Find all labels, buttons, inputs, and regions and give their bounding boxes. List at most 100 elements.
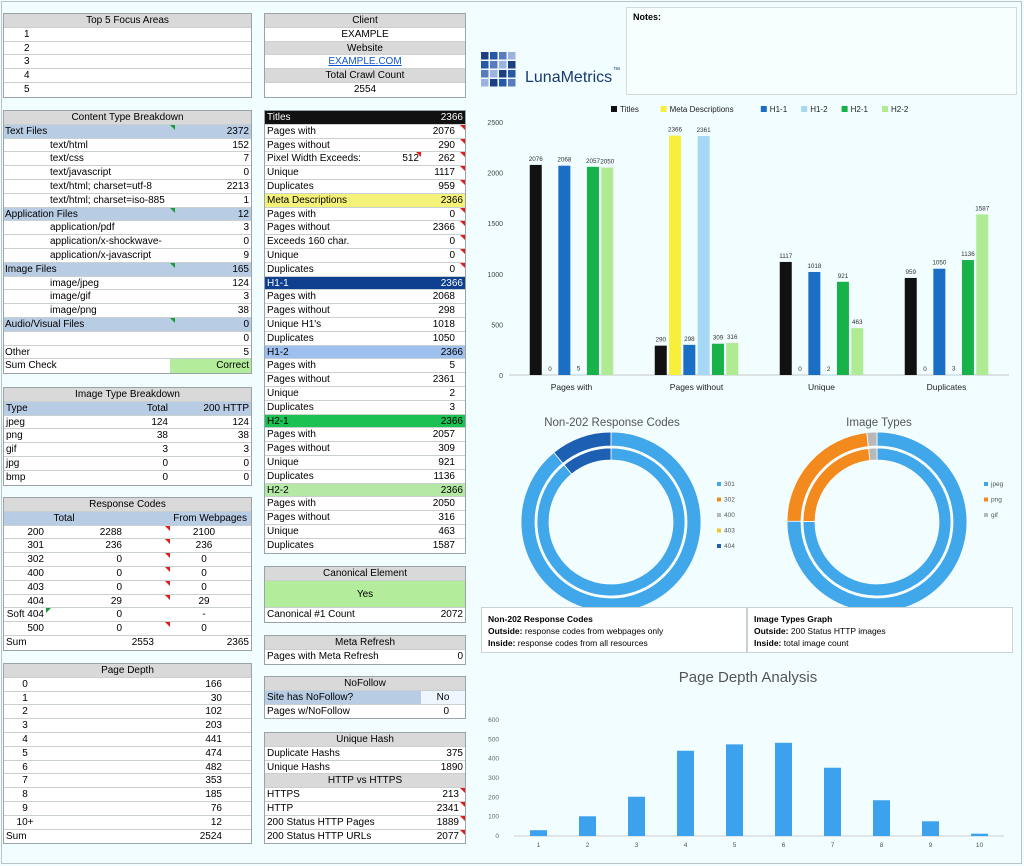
bar	[601, 167, 614, 375]
meta-row-label: Unique	[267, 387, 299, 399]
comment-marker	[459, 152, 465, 165]
depth-level: 5	[22, 747, 28, 759]
imgtype-type: jpeg	[6, 416, 25, 428]
depth-level: 10+	[16, 816, 34, 828]
depth-level: 4	[22, 733, 28, 745]
meta-row-label: Pages without	[267, 222, 330, 234]
depth-count: 166	[205, 678, 222, 690]
logo-square	[490, 61, 498, 69]
legend-label: 403	[724, 528, 735, 535]
legend-label: Titles	[620, 105, 639, 114]
meta-row: Unique 1117	[265, 166, 465, 180]
focus-row-number: 5	[24, 83, 30, 95]
x-tick-label: 4	[684, 842, 688, 849]
notes-box[interactable]: Notes:	[626, 7, 1017, 95]
comment-marker	[164, 525, 170, 539]
content-row-label: image/gif	[50, 291, 91, 303]
comment-marker	[46, 608, 52, 621]
sum-check-value: Correct	[170, 359, 251, 374]
depth-count: 76	[210, 802, 222, 814]
bar-data-label: 0	[548, 366, 552, 373]
meta-refresh-table: Meta Refresh Pages with Meta Refresh 0	[264, 635, 466, 665]
resp-code: 302	[27, 554, 44, 566]
depth-row: 7 353	[4, 774, 251, 789]
resp-webpages: 0	[201, 623, 207, 635]
y-tick-label: 0	[495, 833, 499, 840]
bar	[558, 165, 571, 375]
imgtype-col-200: 200 HTTP	[203, 402, 249, 414]
imgtype-200: 124	[232, 416, 249, 428]
legend-swatch	[801, 106, 808, 112]
bar	[697, 136, 710, 375]
bar	[933, 268, 946, 375]
resp-webpages: 29	[198, 595, 210, 607]
meta-row-value: 2076	[432, 125, 455, 137]
meta-row: Pages with 2076	[265, 124, 465, 139]
resp-total: 0	[116, 554, 122, 566]
x-tick-label: 10	[976, 842, 984, 849]
comment-marker	[415, 152, 421, 165]
meta-bar-chart: Titles Meta Descriptions H1-1 H1-2 H2-1 H2-2 0…	[487, 105, 1009, 392]
crawl-count-label: Total Crawl Count	[265, 69, 465, 83]
resp-in-text: response codes from all resources	[517, 638, 648, 648]
meta-row-label: Duplicates	[267, 539, 314, 551]
meta-section-title: H2-2	[267, 484, 289, 496]
imgtype-col-type: Type	[6, 402, 28, 414]
resp-webpages: 2100	[192, 526, 216, 538]
bar-data-label: 1587	[975, 205, 990, 212]
comment-marker	[169, 317, 175, 331]
meta-row-label: Pages without	[267, 443, 330, 455]
resp-total: 0	[116, 567, 122, 579]
response-caption-box: Non-202 Response Codes Outside: response…	[481, 607, 747, 653]
logo-square	[481, 61, 489, 69]
depth-count: 102	[205, 706, 222, 718]
comment-marker	[459, 221, 465, 234]
depth-row: 2 102	[4, 705, 251, 720]
resp-code: Soft 404	[6, 609, 44, 621]
response-donut-chart: Non-202 Response Codes 301 302 400 403 404	[520, 417, 735, 613]
meta-section-title: H2-1	[267, 415, 289, 427]
y-tick-label: 0	[499, 373, 503, 380]
donut-title: Image Types	[846, 417, 912, 429]
meta-row-label: Pages with	[267, 360, 316, 372]
bar-data-label: 290	[655, 337, 666, 344]
imgtype-row: bmp 0 0	[4, 471, 251, 485]
imgtype-200: 3	[243, 444, 249, 456]
legend-swatch	[717, 482, 721, 486]
lunametrics-logo: LunaMetrics ™	[481, 52, 626, 92]
depth-level: 7	[22, 775, 28, 787]
donut-slice	[786, 431, 968, 613]
content-row: text/html; charset=iso-885 1	[4, 194, 251, 208]
https-label: 200 Status HTTP URLs	[267, 830, 372, 842]
content-row-value: 38	[237, 305, 249, 317]
y-tick-label: 1000	[487, 272, 503, 279]
x-tick-label: 9	[929, 842, 933, 849]
comment-marker	[459, 179, 465, 193]
depth-count: 12	[210, 816, 222, 828]
nofollow-site-row: Site has NoFollow? No	[265, 690, 465, 705]
y-tick-label: 300	[488, 775, 499, 782]
meta-row-label: Pages with	[267, 125, 316, 137]
content-row: image/gif 3	[4, 290, 251, 305]
comment-marker	[164, 622, 170, 635]
legend-swatch	[984, 482, 988, 486]
content-row-label: Image Files	[5, 263, 57, 275]
depth-row: 9 76	[4, 802, 251, 816]
meta-row: Pixel Width Exceeds: 512 262	[265, 152, 465, 167]
imgtype-200: 0	[243, 471, 249, 483]
legend-swatch	[984, 513, 988, 517]
imgtype-col-total: Total	[146, 402, 168, 414]
hash-unique-label: Unique Hashs	[267, 761, 330, 773]
meta-row-label: Duplicates	[267, 470, 314, 482]
depth-title: Page Depth	[4, 664, 251, 678]
comment-marker	[459, 788, 465, 801]
nofollow-pages-label: Pages w/NoFollow	[267, 705, 350, 717]
meta-bar-chart-panel: Titles Meta Descriptions H1-1 H1-2 H2-1 H2-2 0…	[479, 98, 1017, 403]
resp-webpages: 0	[201, 554, 207, 566]
content-row: text/javascript 0	[4, 166, 251, 180]
content-row: text/css 7	[4, 152, 251, 167]
website-link[interactable]: EXAMPLE.COM	[328, 56, 402, 68]
content-row-label: image/jpeg	[50, 277, 99, 289]
content-row: text/html 152	[4, 139, 251, 153]
